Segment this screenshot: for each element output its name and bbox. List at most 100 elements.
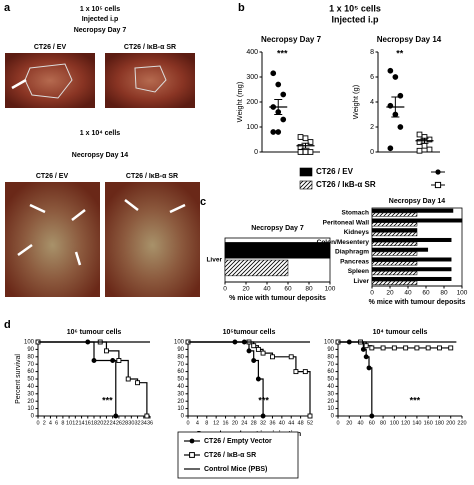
- marker: [416, 147, 423, 154]
- category-label: Colon/Mesentery: [317, 239, 370, 246]
- survival-line: [338, 341, 373, 416]
- y-tick-label: 300: [246, 74, 258, 81]
- marker: [116, 358, 122, 363]
- x-tick-label: 24: [110, 420, 116, 426]
- marker: [297, 134, 304, 140]
- y-axis-label: Weight (g): [351, 84, 360, 119]
- x-tick-label: 80: [305, 286, 313, 293]
- y-tick-label: 0: [370, 149, 374, 156]
- y-tick-label: 10: [327, 406, 334, 412]
- x-tick-label: 20: [242, 286, 250, 293]
- bar: [371, 232, 418, 237]
- panel-label: d: [4, 319, 11, 331]
- legend-label: CT26 / Empty Vector: [204, 438, 272, 445]
- x-tick-label: 32: [134, 420, 140, 426]
- marker: [307, 413, 313, 419]
- bar: [371, 251, 418, 256]
- y-tick-label: 40: [27, 384, 34, 390]
- x-tick-label: 8: [61, 420, 64, 426]
- x-tick-label: 48: [298, 420, 304, 426]
- y-tick-label: 40: [327, 384, 334, 390]
- marker: [307, 149, 314, 155]
- x-tick-label: 16: [85, 420, 91, 426]
- bar: [371, 222, 418, 227]
- x-tick-label: 220: [457, 420, 466, 426]
- bar: [371, 241, 418, 246]
- legend-label: Control Mice (PBS): [204, 466, 267, 473]
- x-tick-label: 8: [205, 420, 208, 426]
- photo-caption: CT26 / EV: [34, 44, 67, 51]
- x-tick-label: 0: [186, 420, 189, 426]
- y-tick-label: 100: [174, 340, 185, 346]
- category-label: Spleen: [348, 268, 369, 275]
- x-tick-label: 60: [422, 290, 430, 297]
- category-label: Pancreas: [340, 258, 369, 265]
- y-axis-label: Percent survival: [15, 354, 22, 404]
- marker: [380, 345, 386, 351]
- legend-marker: [434, 181, 442, 189]
- photo-caption: CT26 / EV: [36, 173, 69, 180]
- legend-swatch: [299, 180, 313, 190]
- marker: [125, 376, 131, 382]
- y-tick-label: 80: [27, 354, 34, 360]
- x-tick-label: 20: [386, 290, 394, 297]
- marker: [302, 369, 308, 375]
- marker: [270, 129, 277, 135]
- x-tick-label: 16: [222, 420, 228, 426]
- bar: [371, 271, 418, 276]
- marker: [103, 348, 109, 354]
- x-tick-label: 10: [66, 420, 72, 426]
- x-tick-label: 80: [380, 420, 386, 426]
- x-tick-label: 0: [336, 420, 339, 426]
- y-tick-label: 30: [327, 391, 334, 397]
- legend-label: CT26 / IκB-α SR: [204, 452, 256, 459]
- y-tick-label: 100: [246, 124, 258, 131]
- marker: [275, 129, 282, 135]
- y-tick-label: 6: [370, 74, 374, 81]
- marker: [397, 124, 404, 130]
- y-tick-label: 2: [370, 124, 374, 131]
- arrow: [11, 78, 27, 90]
- marker: [421, 142, 428, 149]
- y-tick-label: 0: [254, 149, 258, 156]
- bar: [371, 212, 418, 217]
- bar: [371, 247, 429, 252]
- y-tick-label: 4: [370, 99, 374, 106]
- marker: [426, 146, 433, 153]
- x-tick-label: 120: [401, 420, 410, 426]
- chart-title: 10⁵tumour cells: [223, 329, 276, 336]
- marker: [369, 345, 375, 351]
- error-bar: [391, 96, 400, 118]
- x-tick-label: 200: [446, 420, 455, 426]
- x-tick-label: 20: [97, 420, 103, 426]
- marker: [414, 345, 420, 351]
- marker: [110, 358, 116, 363]
- bar: [371, 228, 418, 233]
- x-tick-label: 4: [49, 420, 52, 426]
- x-tick-label: 2: [43, 420, 46, 426]
- x-axis-label: % mice with tumour deposits: [369, 299, 466, 306]
- annotation: **: [396, 48, 404, 58]
- marker: [448, 345, 454, 351]
- cells-label: 1 x 10⁴ cells: [80, 130, 121, 137]
- x-tick-label: 22: [103, 420, 109, 426]
- error-bar: [420, 137, 429, 144]
- x-tick-label: 40: [404, 290, 412, 297]
- x-tick-label: 100: [390, 420, 399, 426]
- category-label: Liver: [353, 278, 369, 285]
- x-tick-label: 52: [307, 420, 313, 426]
- marker: [363, 343, 369, 349]
- marker: [387, 145, 394, 152]
- y-tick-label: 50: [177, 377, 184, 383]
- route-label: Injected i.p: [82, 16, 119, 23]
- marker: [391, 345, 397, 351]
- y-tick-label: 100: [324, 340, 335, 346]
- y-tick-label: 90: [327, 347, 334, 353]
- y-tick-label: 90: [177, 347, 184, 353]
- photo: [105, 53, 195, 108]
- bar: [371, 218, 463, 223]
- y-tick-label: 100: [24, 340, 35, 346]
- panel-label: b: [238, 2, 245, 14]
- chart-title: Necropsy Day 7: [251, 225, 304, 232]
